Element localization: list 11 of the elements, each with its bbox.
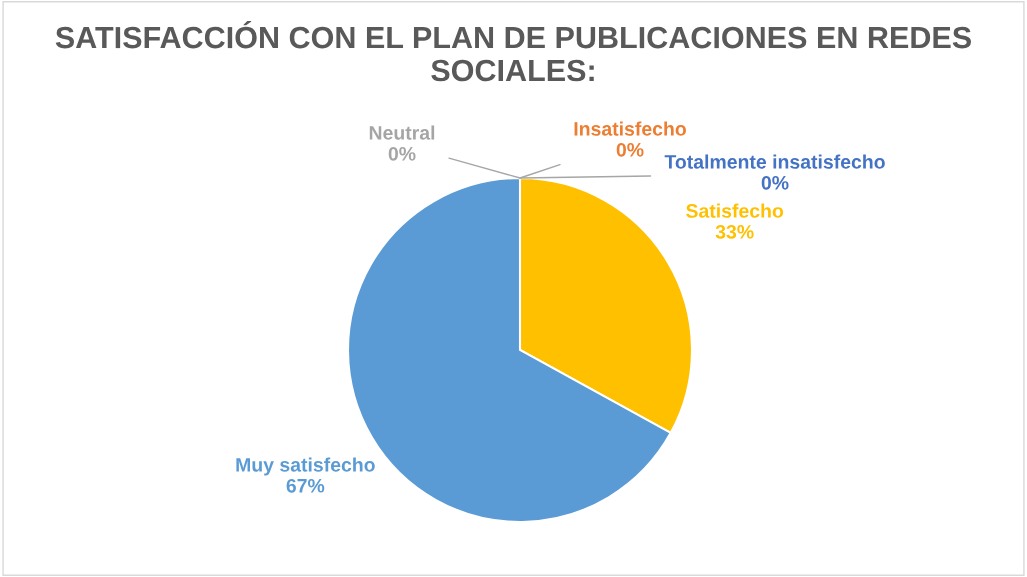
slice-label: Satisfecho <box>686 203 784 218</box>
text: 0% <box>388 146 416 161</box>
chart-title: SATISFACCIÓN CON EL PLAN DE PUBLICACIONES EN REDES SOCIALES: <box>55 21 971 82</box>
data-label: 67% <box>286 478 325 493</box>
text: 0% <box>616 142 644 157</box>
data-label: 33% <box>715 224 754 239</box>
text: 0% <box>761 175 789 190</box>
slice-label: Muy satisfecho <box>236 457 375 476</box>
category-label: Totalmente insatisfecho <box>664 154 885 169</box>
category-label: Neutral <box>369 125 435 140</box>
category-label: Insatisfecho <box>574 121 686 136</box>
